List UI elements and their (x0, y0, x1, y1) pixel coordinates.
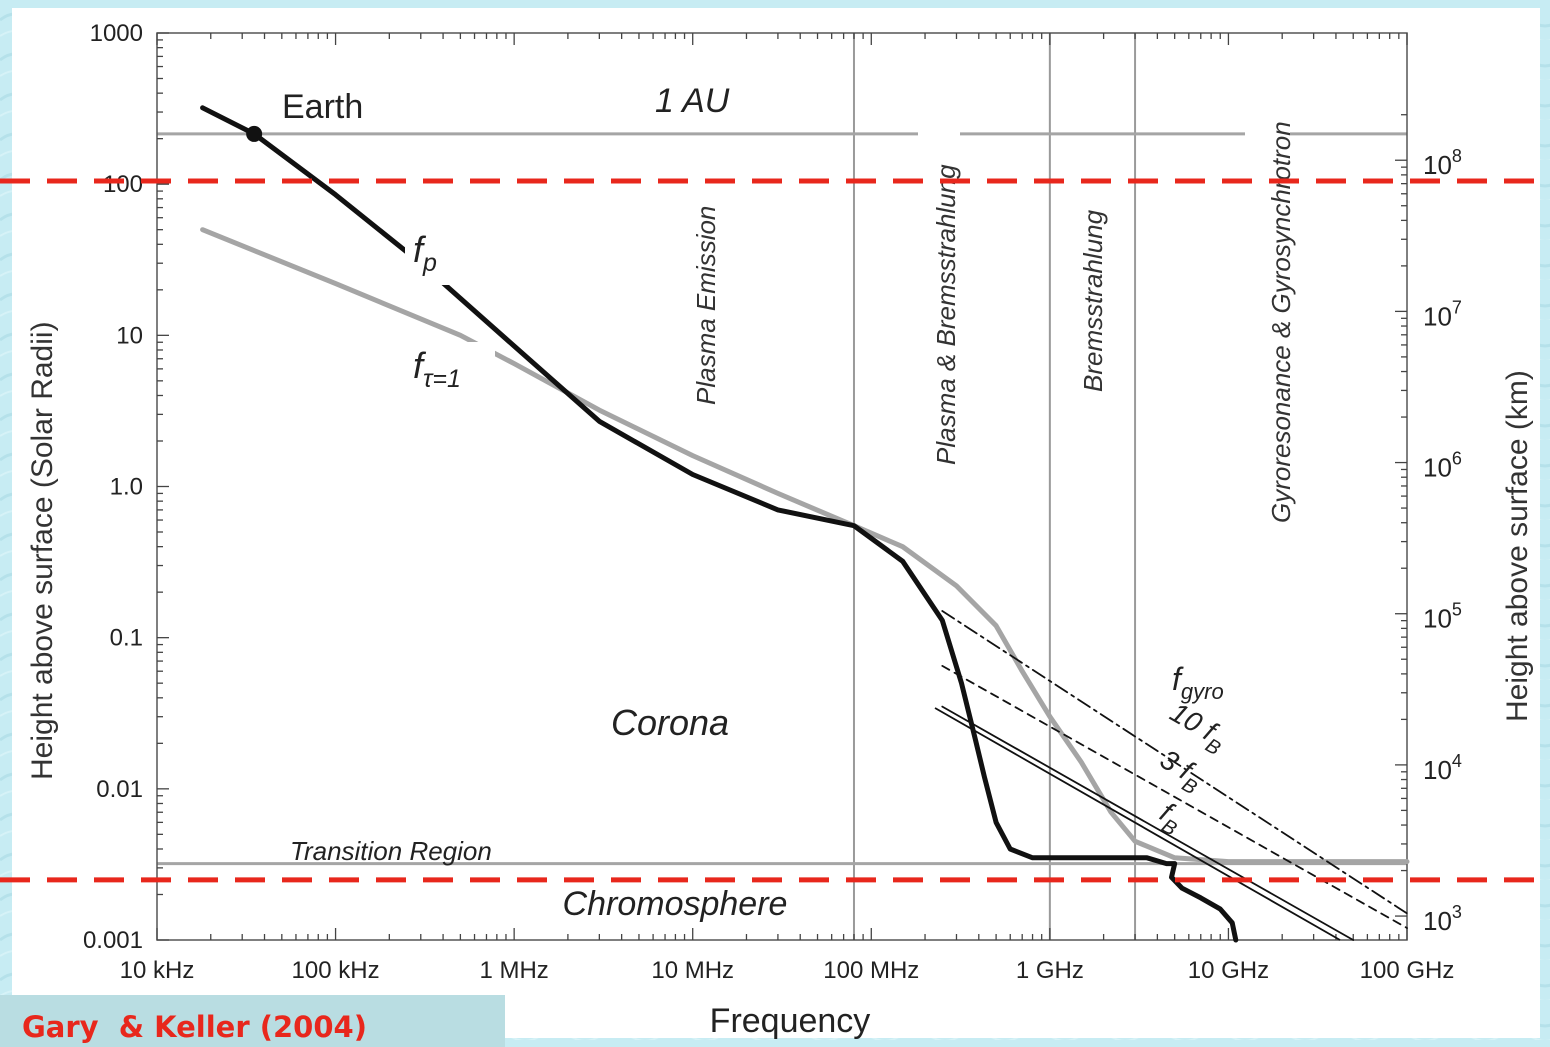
y-tick-label-left: 0.01 (96, 776, 143, 803)
series-fgyro (941, 610, 1408, 915)
citation-label: Gary & Keller (2004) (0, 995, 505, 1047)
x-tick-label: 100 MHz (823, 957, 919, 984)
y-axis-title-left: Height above surface (Solar Radii) (26, 321, 59, 780)
label-3fB: 3 fB (1151, 743, 1209, 799)
y-axis-title-right: Height above surface (km) (1501, 370, 1534, 722)
earth-point (246, 125, 263, 142)
x-tick-label: 1 MHz (479, 957, 548, 984)
au-line-gap-1 (1245, 127, 1290, 140)
au-line-gap-0 (918, 127, 960, 140)
series-fp (200, 105, 1239, 943)
y-tick-label-right: 107 (1423, 297, 1462, 331)
x-tick-label: 10 MHz (651, 957, 734, 984)
label-corona: Corona (611, 702, 729, 743)
x-tick-label: 1 GHz (1016, 957, 1084, 984)
label-chromosphere: Chromosphere (563, 885, 788, 923)
label-transition-region: Transition Region (290, 836, 492, 866)
series-10fB (941, 665, 1408, 929)
plot-frame (156, 32, 1408, 941)
label-1au: 1 AU (655, 82, 730, 120)
y-tick-label-left: 0.1 (110, 625, 143, 652)
label-plasma-emission: Plasma Emission (691, 206, 721, 405)
x-tick-label: 10 kHz (120, 957, 195, 984)
label-bremsstrahlung: Bremsstrahlung (1078, 209, 1108, 392)
y-tick-label-left: 100 (103, 171, 143, 198)
x-tick-label: 100 GHz (1360, 957, 1455, 984)
fp-label-knockout (405, 225, 463, 285)
y-tick-label-left: 1.0 (110, 474, 143, 501)
y-tick-label-right: 108 (1423, 146, 1462, 180)
label-earth: Earth (282, 88, 363, 126)
y-tick-label-left: 0.001 (83, 927, 143, 954)
y-tick-label-left: 10 (116, 322, 143, 349)
series-fB (934, 707, 1341, 941)
y-tick-label-right: 103 (1423, 902, 1462, 936)
y-tick-label-right: 105 (1423, 600, 1462, 634)
y-tick-label-right: 104 (1423, 751, 1462, 785)
ftau-label-knockout (400, 342, 495, 400)
series-3fB (941, 705, 1355, 941)
y-tick-label-left: 1000 (90, 20, 143, 47)
x-axis-title: Frequency (710, 1002, 871, 1040)
x-tick-label: 100 kHz (292, 957, 380, 984)
y-tick-label-right: 106 (1423, 449, 1462, 483)
label-plasma-brems: Plasma & Bremsstrahlung (931, 164, 961, 465)
series-ftau (200, 227, 1410, 865)
x-tick-label: 10 GHz (1188, 957, 1269, 984)
label-gyro: Gyroresonance & Gyrosynchrotron (1266, 121, 1296, 523)
